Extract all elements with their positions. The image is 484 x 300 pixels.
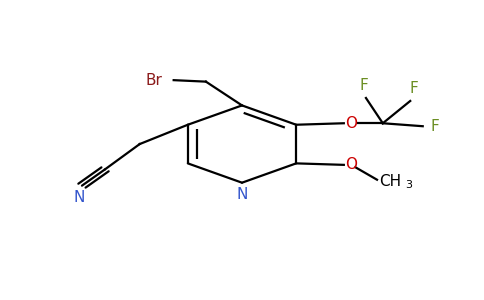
Text: F: F	[431, 119, 439, 134]
Text: O: O	[346, 116, 358, 131]
Text: CH: CH	[379, 174, 402, 189]
Text: F: F	[359, 78, 368, 93]
Text: N: N	[74, 190, 85, 205]
Text: Br: Br	[146, 73, 163, 88]
Text: O: O	[346, 158, 358, 172]
Text: 3: 3	[406, 180, 412, 190]
Text: N: N	[236, 187, 248, 202]
Text: F: F	[409, 81, 419, 96]
